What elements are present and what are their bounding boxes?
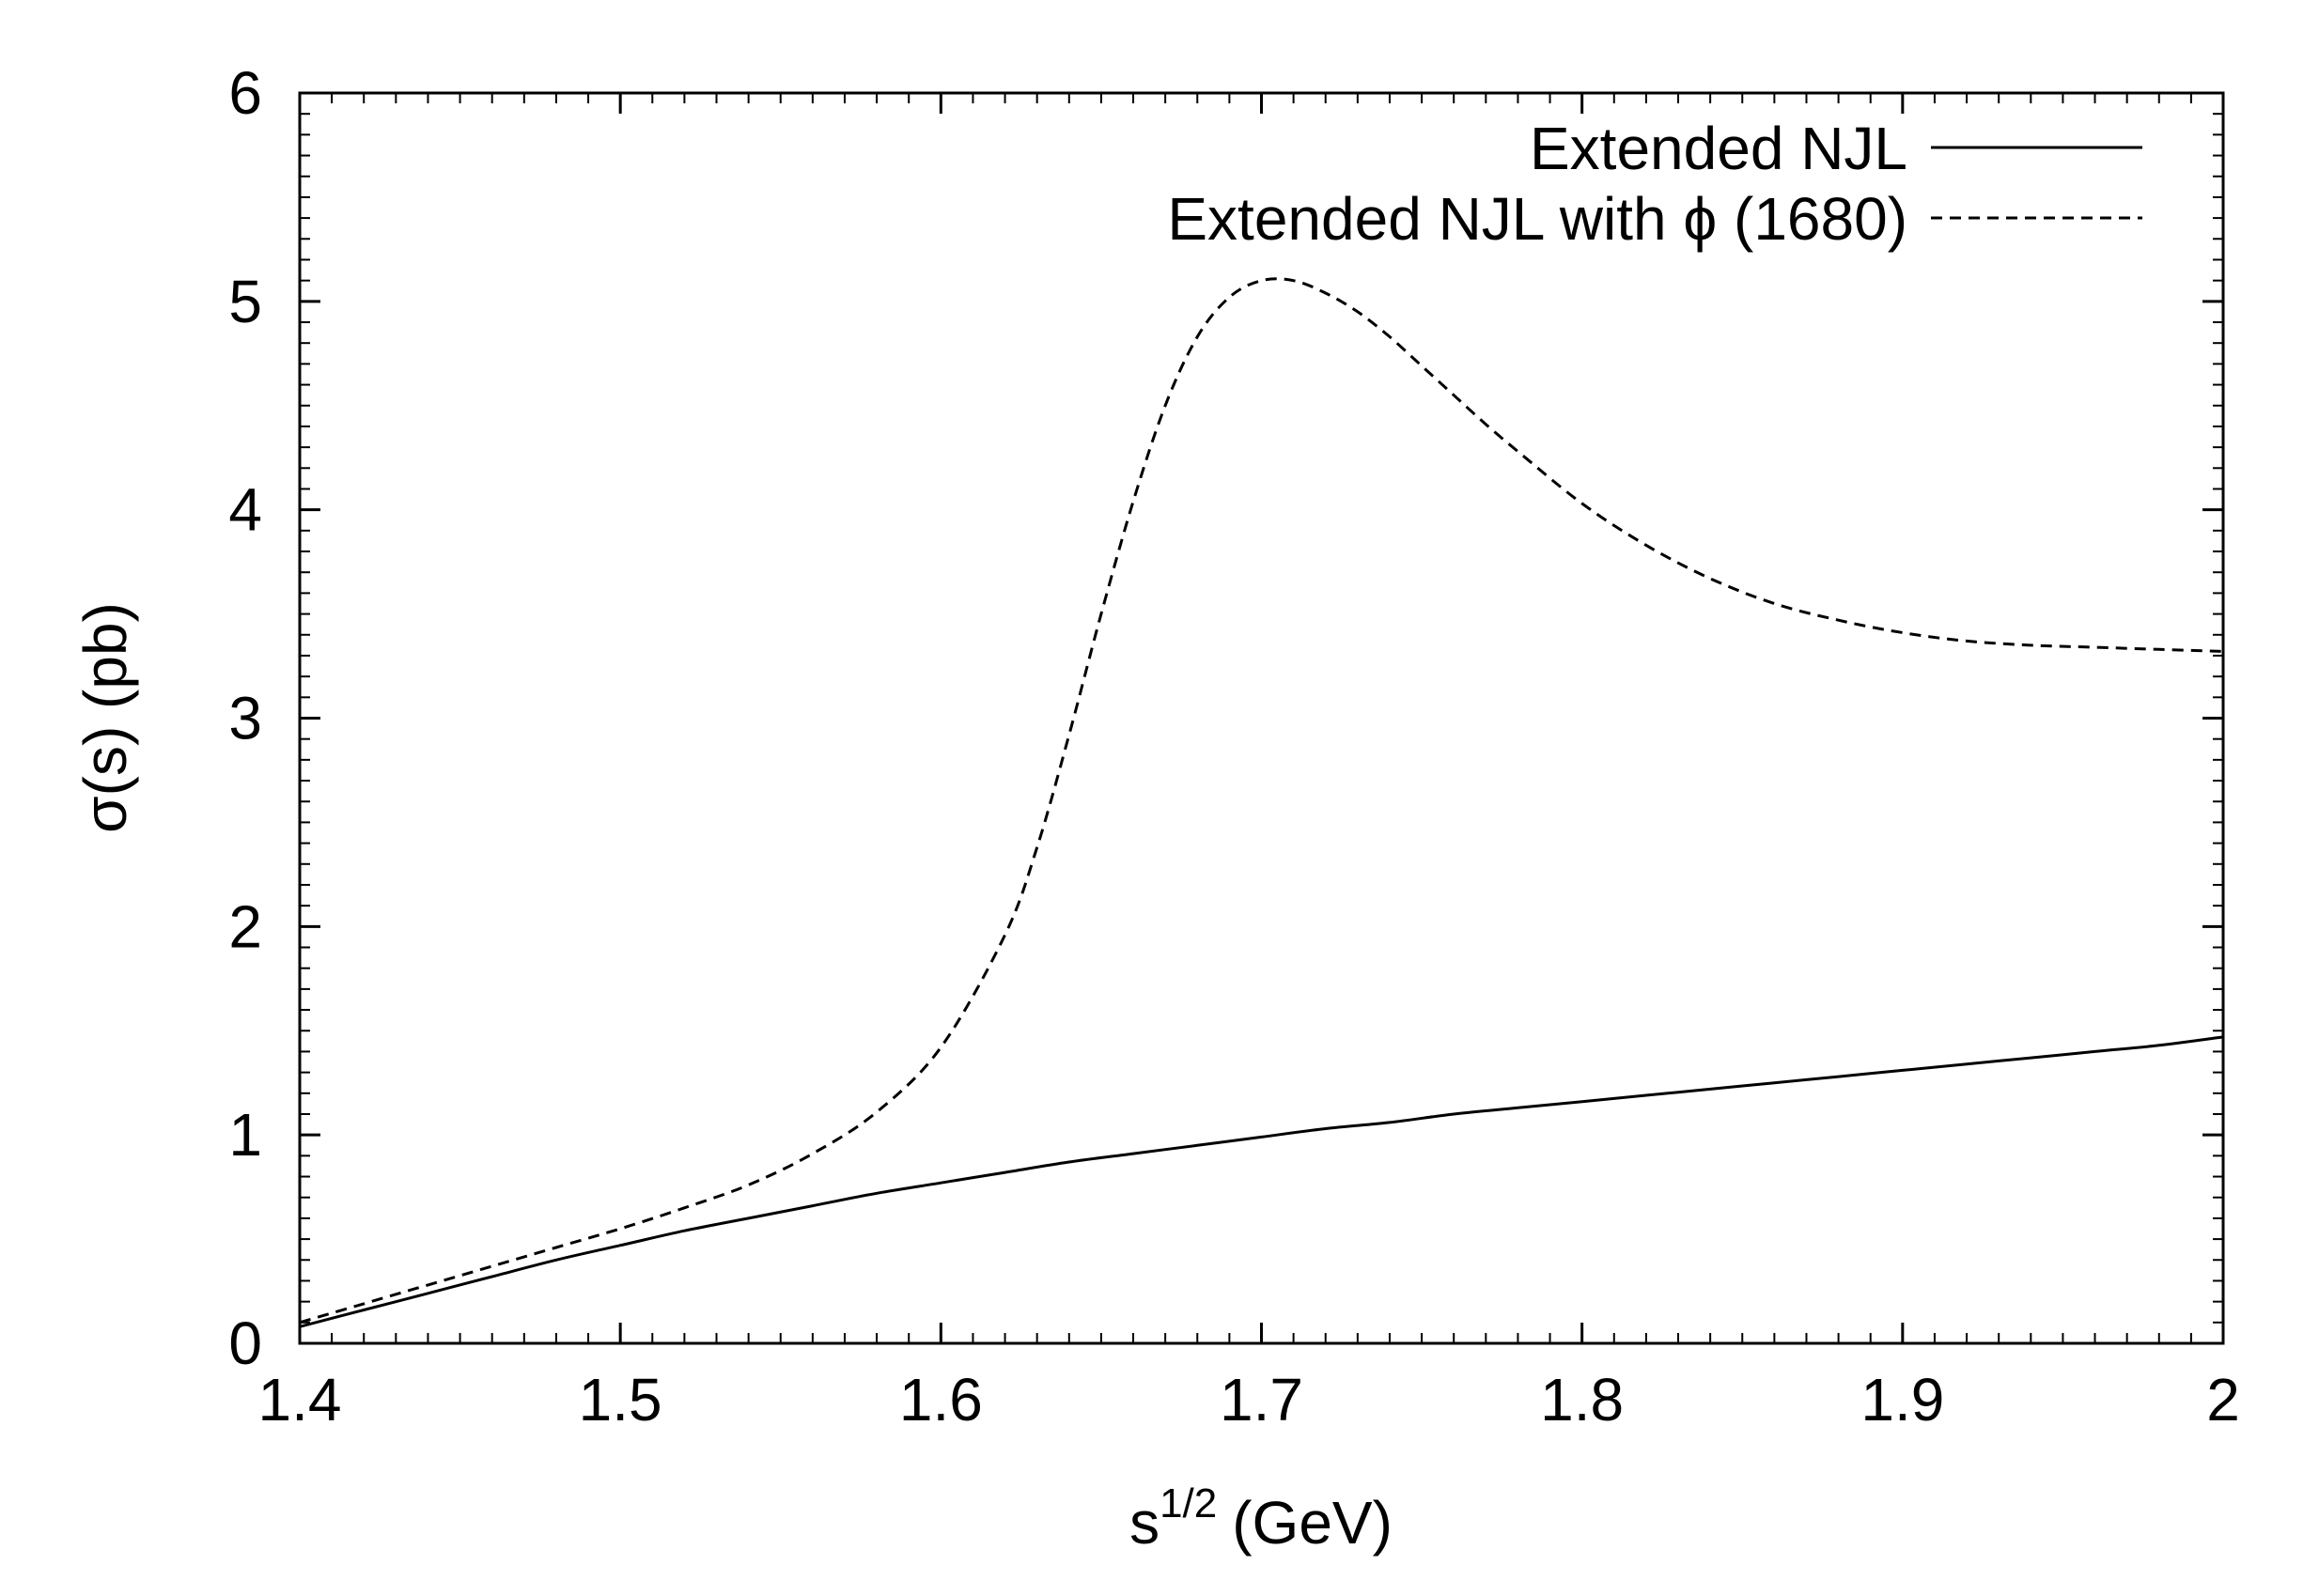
y-tick-label: 0 [228, 1309, 262, 1377]
x-tick-label: 1.5 [579, 1366, 662, 1433]
y-tick-label: 5 [228, 268, 262, 335]
y-tick-label: 3 [228, 685, 262, 752]
plot-frame [298, 91, 2225, 1345]
x-tick-label: 1.9 [1860, 1366, 1944, 1433]
x-tick-label: 1.4 [258, 1366, 342, 1433]
x-axis-label-superscript: 1/2 [1160, 1480, 1217, 1526]
x-tick-label: 1.6 [899, 1366, 983, 1433]
series-line-extended-njl-phi [299, 277, 2224, 1325]
axis-ticks [298, 91, 2225, 1345]
y-axis-label: σ(s) (pb) [71, 602, 139, 833]
series-line-extended-njl [299, 1035, 2224, 1328]
y-tick-label: 2 [228, 892, 262, 960]
axis-tick-labels: 1.4 1.5 1.6 1.7 1.8 1.9 2 0 1 2 3 4 5 6 [228, 59, 2239, 1433]
y-tick-label: 6 [228, 59, 262, 127]
x-axis-label: s1/2 (GeV) [1129, 1480, 1393, 1557]
legend-label-extended-njl: Extended NJL [1530, 115, 1907, 182]
x-tick-label: 2 [2206, 1366, 2240, 1433]
x-axis-label-suffix: (GeV) [1232, 1489, 1393, 1557]
x-tick-label: 1.8 [1540, 1366, 1624, 1433]
x-tick-label: 1.7 [1220, 1366, 1303, 1433]
y-tick-label: 1 [228, 1101, 262, 1169]
legend: Extended NJL Extended NJL with ϕ (1680) [1167, 115, 2142, 253]
legend-label-extended-njl-phi: Extended NJL with ϕ (1680) [1167, 185, 1907, 253]
y-tick-label: 4 [228, 476, 262, 544]
series-layer [299, 277, 2224, 1328]
